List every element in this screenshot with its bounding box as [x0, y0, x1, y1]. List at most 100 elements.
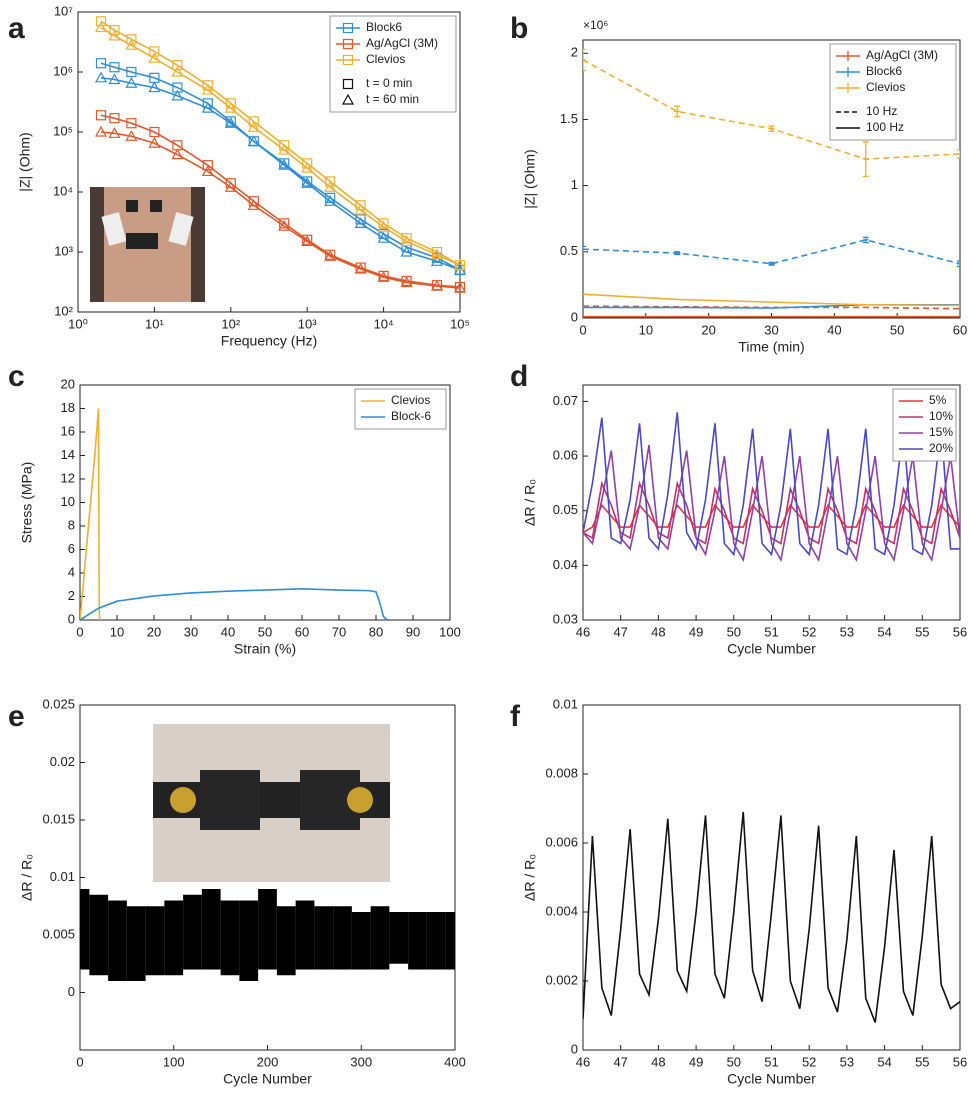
data-marker	[400, 245, 413, 257]
legend-label: Block6	[366, 20, 402, 34]
legend-label: Block-6	[391, 409, 431, 423]
x-axis-label: Cycle Number	[223, 1071, 312, 1087]
plot-area	[80, 889, 455, 981]
data-marker	[401, 233, 412, 244]
x-tick-label: 54	[877, 624, 891, 639]
series-line	[583, 239, 960, 265]
y-tick-label: 12	[61, 470, 75, 485]
x-tick-label: 51	[764, 624, 778, 639]
noise-band	[276, 906, 296, 976]
legend: Ag/AgCl (3M) Block6 Clevios 10 Hz 100 Hz	[829, 43, 957, 141]
legend-label: Clevios	[391, 393, 430, 407]
noise-band	[408, 912, 427, 970]
noise-band	[258, 889, 277, 970]
data-marker	[355, 200, 366, 211]
data-marker	[126, 118, 137, 129]
error-bar	[768, 261, 775, 266]
y-tick-label: 1	[571, 177, 578, 192]
x-tick-label: 53	[840, 624, 854, 639]
x-tick-label: 10¹	[145, 316, 164, 331]
y-axis-label: Stress (MPa)	[19, 462, 35, 544]
x-tick-label: 200	[257, 1054, 279, 1069]
x-axis-label: Time (min)	[738, 339, 804, 355]
noise-band	[145, 906, 165, 976]
x-tick-label: 0	[579, 322, 586, 337]
y-tick-label: 0.01	[553, 696, 578, 711]
x-axis-label: Frequency (Hz)	[221, 333, 317, 349]
x-tick-label: 54	[877, 1054, 891, 1069]
legend: 5% 10% 15% 20%	[892, 388, 957, 462]
y-tick-label: 8	[68, 517, 75, 532]
data-marker	[278, 158, 291, 170]
data-marker	[400, 276, 413, 288]
y-axis-label: ΔR / R₀	[19, 854, 35, 901]
legend-label: 100 Hz	[866, 120, 904, 134]
inset-photo-electrodes	[90, 187, 205, 302]
x-tick-label: 100	[163, 1054, 185, 1069]
x-tick-label: 48	[651, 624, 665, 639]
data-marker	[279, 140, 290, 151]
data-marker	[324, 249, 337, 261]
data-marker	[171, 148, 184, 160]
legend-box	[354, 388, 447, 430]
plot-area	[100, 20, 460, 289]
legend-label: Ag/AgCl (3M)	[866, 48, 938, 62]
x-tick-label: 46	[576, 1054, 590, 1069]
y-tick-label: 0.004	[545, 903, 578, 918]
y-tick-label: 0.03	[553, 611, 578, 626]
series-line	[583, 811, 960, 1023]
noise-band	[108, 900, 127, 981]
x-tick-label: 90	[406, 624, 420, 639]
error-bar	[674, 105, 681, 118]
data-marker	[377, 231, 390, 243]
series-line	[583, 305, 960, 310]
y-tick-label: 14	[61, 447, 75, 462]
data-marker	[400, 235, 413, 247]
legend-label: 20%	[929, 441, 953, 455]
series-line	[100, 114, 460, 288]
legend-label: Block6	[866, 64, 902, 78]
data-marker	[453, 281, 467, 293]
series-line	[80, 588, 388, 620]
series-line	[583, 293, 960, 307]
y-exponent: ×10⁶	[583, 18, 608, 32]
series-line	[583, 444, 960, 563]
x-tick-label: 53	[840, 1054, 854, 1069]
data-marker	[126, 34, 137, 45]
noise-band	[333, 906, 352, 970]
x-tick-label: 56	[953, 624, 967, 639]
noise-band	[445, 912, 455, 970]
noise-band	[314, 906, 334, 970]
data-marker	[202, 160, 213, 171]
x-tick-label: 30	[764, 322, 778, 337]
x-tick-label: 49	[689, 624, 703, 639]
data-marker	[224, 116, 237, 128]
x-tick-label: 20	[147, 624, 161, 639]
data-marker	[325, 176, 336, 187]
y-tick-label: 0	[68, 611, 75, 626]
data-marker	[430, 279, 444, 291]
data-marker	[201, 165, 214, 177]
y-tick-label: 16	[61, 423, 75, 438]
x-tick-label: 50	[727, 624, 741, 639]
x-tick-label: 52	[802, 624, 816, 639]
x-tick-label: 0	[76, 1054, 83, 1069]
y-tick-label: 10³	[54, 243, 73, 258]
legend-marker	[342, 54, 354, 66]
legend-label: Ag/AgCl (3M)	[366, 36, 438, 50]
data-marker	[201, 83, 214, 95]
data-marker	[431, 246, 443, 258]
x-tick-label: 47	[613, 624, 627, 639]
x-tick-label: 50	[258, 624, 272, 639]
data-marker	[355, 214, 366, 225]
data-marker	[378, 228, 389, 240]
y-tick-label: 4	[68, 564, 75, 579]
x-tick-label: 400	[444, 1054, 466, 1069]
y-tick-label: 0.002	[545, 972, 578, 987]
y-tick-label: 0.06	[553, 447, 578, 462]
data-marker	[248, 196, 259, 207]
x-tick-label: 47	[613, 1054, 627, 1069]
data-marker	[125, 129, 138, 141]
data-marker	[171, 89, 184, 101]
series-line	[100, 77, 460, 271]
